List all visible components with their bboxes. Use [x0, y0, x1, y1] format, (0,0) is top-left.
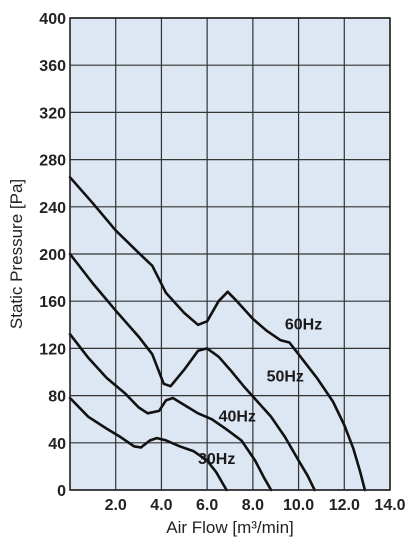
- series-labels: 60Hz 50Hz 40Hz 30Hz: [198, 317, 322, 469]
- y-tick-label: 360: [39, 58, 66, 75]
- series-line-60hz: [68, 176, 367, 492]
- y-axis-label: Static Pressure [Pa]: [7, 179, 26, 329]
- x-axis-ticks: 2.0 4.0 6.0 8.0 10.0 12.0 14.0: [105, 497, 406, 514]
- series-line-50hz: [68, 252, 316, 492]
- plot-frame: [69, 17, 391, 491]
- y-tick-label: 160: [39, 294, 66, 311]
- series-label-40hz: 40Hz: [219, 409, 256, 426]
- series-label-30hz: 30Hz: [198, 451, 235, 468]
- y-tick-label: 80: [48, 389, 66, 406]
- y-tick-label: 280: [39, 153, 66, 170]
- y-tick-label: 320: [39, 105, 66, 122]
- series-line-30hz: [68, 396, 228, 492]
- series-line-40hz: [68, 332, 273, 492]
- y-tick-label: 0: [57, 483, 66, 500]
- y-tick-label: 240: [39, 200, 66, 217]
- x-tick-label: 14.0: [374, 497, 405, 514]
- x-tick-label: 2.0: [105, 497, 127, 514]
- y-tick-label: 400: [39, 11, 66, 28]
- x-axis-label: Air Flow [m³/min]: [166, 518, 294, 537]
- y-tick-label: 40: [48, 436, 66, 453]
- x-tick-label: 6.0: [196, 497, 218, 514]
- x-tick-label: 10.0: [283, 497, 314, 514]
- series-label-50hz: 50Hz: [267, 368, 304, 385]
- x-tick-label: 4.0: [150, 497, 172, 514]
- series-lines: [68, 176, 367, 492]
- y-tick-label: 200: [39, 247, 66, 264]
- x-tick-label: 8.0: [242, 497, 264, 514]
- series-label-60hz: 60Hz: [285, 317, 322, 334]
- y-axis-ticks: 0 40 80 120 160 200 240 280 320 360 400: [39, 11, 66, 500]
- x-tick-label: 12.0: [329, 497, 360, 514]
- y-tick-label: 120: [39, 341, 66, 358]
